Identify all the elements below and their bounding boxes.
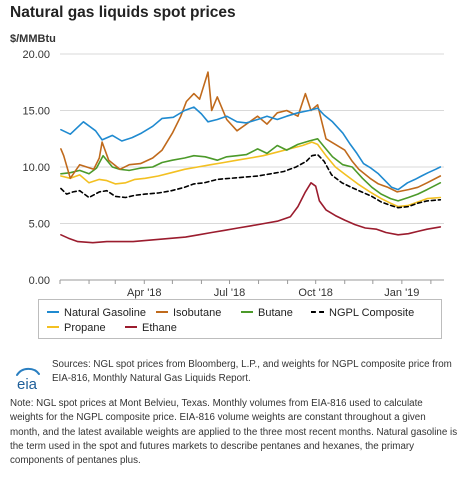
- y-tick-label: 0.00: [29, 275, 50, 287]
- legend-item-ngpl-composite: NGPL Composite: [311, 307, 414, 319]
- legend-item-propane: Propane: [47, 322, 106, 334]
- legend-swatch-propane: [47, 326, 59, 329]
- eia-logo-arc: [16, 367, 40, 376]
- y-tick-label: 20.00: [22, 49, 50, 61]
- y-axis-unit-label: $/MMBtu: [10, 33, 56, 45]
- legend-swatch-isobutane: [156, 311, 168, 314]
- legend-swatch-ngpl-composite: [311, 311, 324, 314]
- y-tick-label: 10.00: [22, 162, 50, 174]
- series-line-ngpl-composite: [60, 153, 442, 209]
- legend-label-butane: Butane: [258, 307, 293, 319]
- chart-legend: Natural Gasoline Isobutane Butane NGPL C…: [38, 299, 442, 339]
- chart-title: Natural gas liquids spot prices: [10, 4, 236, 21]
- legend-swatch-butane: [241, 311, 253, 314]
- eia-logo-text: eia: [17, 376, 38, 392]
- legend-label-propane: Propane: [64, 322, 106, 334]
- note-text: Note: NGL spot prices at Mont Belvieu, T…: [10, 398, 458, 467]
- y-tick-label: 5.00: [29, 219, 50, 231]
- line-chart: 0.00 5.00 10.00 15.00 20.00 Apr '18 Jul '18 Oct…: [22, 49, 444, 299]
- series-line-ethane: [60, 182, 442, 244]
- legend-item-isobutane: Isobutane: [156, 307, 221, 319]
- legend-label-ethane: Ethane: [142, 322, 177, 334]
- y-tick-label: 15.00: [22, 106, 50, 118]
- x-tick-label: Apr '18: [127, 287, 162, 299]
- legend-label-isobutane: Isobutane: [173, 307, 222, 319]
- legend-swatch-natural-gasoline: [47, 311, 59, 314]
- legend-label-natural-gasoline: Natural Gasoline: [64, 307, 146, 319]
- legend-label-ngpl-composite: NGPL Composite: [329, 307, 415, 319]
- legend-item-ethane: Ethane: [125, 322, 177, 334]
- legend-swatch-ethane: [125, 326, 137, 329]
- legend-item-butane: Butane: [241, 307, 293, 319]
- x-tick-label: Jul '18: [214, 287, 245, 299]
- eia-logo: eia: [16, 367, 40, 392]
- series-line-butane: [60, 138, 442, 202]
- series-line-propane: [60, 141, 442, 208]
- series-line-natural-gasoline: [60, 106, 442, 191]
- x-tick-label: Oct '18: [298, 287, 333, 299]
- x-tick-label: Jan '19: [384, 287, 419, 299]
- legend-item-natural-gasoline: Natural Gasoline: [47, 307, 146, 319]
- series-line-isobutane: [60, 71, 442, 193]
- sources-text: Sources: NGL spot prices from Bloomberg,…: [52, 359, 452, 384]
